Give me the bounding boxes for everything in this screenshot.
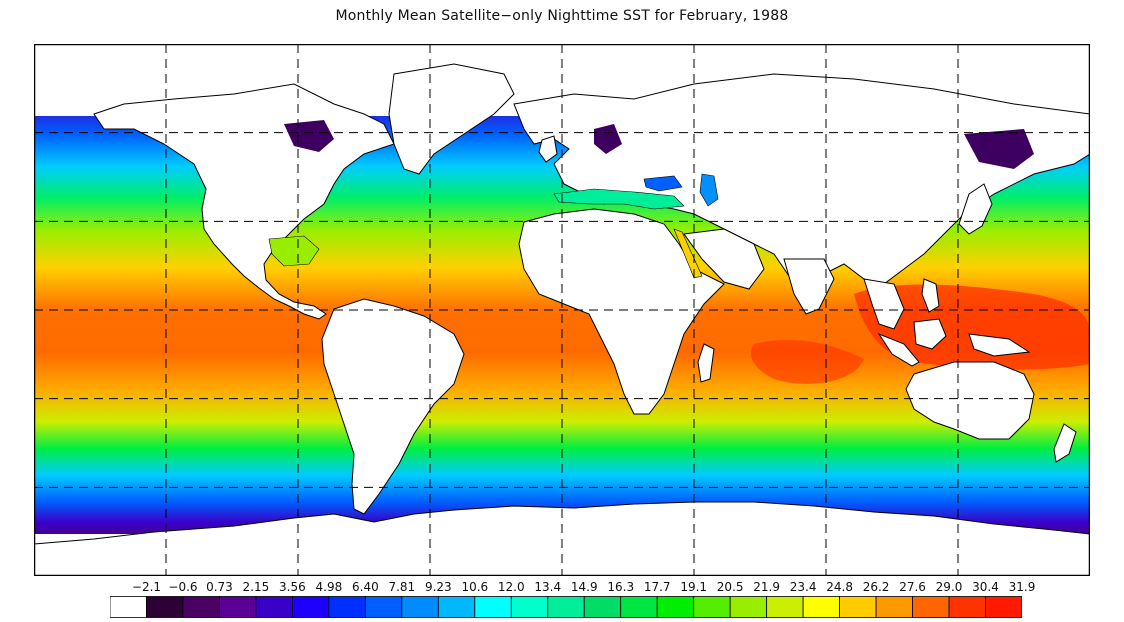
legend-label: 30.4 (972, 580, 999, 594)
sumatra-land (877, 332, 920, 367)
legend-label: 10.6 (461, 580, 489, 594)
legend-swatch (656, 596, 695, 618)
okhotsk-sea (964, 129, 1034, 169)
legend-label: 7.81 (388, 580, 416, 594)
legend-label: 16.3 (607, 580, 635, 594)
legend-label: 21.9 (753, 580, 780, 594)
legend-swatch (839, 596, 877, 618)
legend-label: 9.23 (424, 580, 452, 594)
legend-label: 27.6 (899, 580, 926, 594)
philippines-land (921, 278, 940, 313)
legend-swatch (510, 596, 549, 618)
legend-swatch (328, 596, 366, 618)
madagascar-land (697, 343, 715, 383)
caspian-sea (699, 173, 719, 207)
gulf-of-mexico (268, 235, 320, 267)
red-sea (673, 228, 703, 279)
legend-label: 20.5 (716, 580, 744, 594)
greenland-land (388, 63, 515, 175)
legend-swatch (912, 596, 950, 618)
legend-label: 0.73 (206, 580, 233, 594)
legend-swatch (146, 596, 184, 618)
legend-swatch (875, 596, 913, 618)
legend-label: −0.6 (168, 580, 198, 594)
map-border (34, 44, 1090, 576)
legend-labels: −2.1 −0.6 0.73 2.15 3.56 4.98 6.40 7.81 9.23 10.6… (92, 580, 1035, 596)
legend-label: 4.98 (315, 580, 343, 594)
inland-seas (268, 173, 719, 279)
legend-label: 13.4 (534, 580, 562, 594)
legend-swatch (291, 596, 330, 618)
legend-label: 19.1 (680, 580, 708, 594)
legend-label: 12.0 (497, 580, 525, 594)
graticule (34, 44, 1090, 576)
borneo-land (913, 318, 947, 350)
baltic-sea (594, 124, 622, 154)
legend-swatch (110, 596, 147, 618)
mediterranean-sea (553, 188, 685, 210)
cold-seas (284, 120, 1034, 169)
map-title: Monthly Mean Satellite−only Nighttime SS… (335, 8, 789, 24)
legend-swatch (364, 596, 403, 618)
legend-swatch (802, 596, 840, 618)
legend-swatch (583, 596, 622, 618)
legend-swatch (766, 596, 804, 618)
legend-swatch (620, 596, 658, 618)
legend-label: 14.9 (570, 580, 598, 594)
legend-label: 26.2 (862, 580, 890, 594)
arabia-land (683, 228, 765, 290)
legend-label: 2.15 (242, 580, 270, 594)
africa-land (518, 208, 725, 415)
legend-swatch (948, 596, 986, 618)
legend-label: 3.56 (279, 580, 306, 594)
warm-pool-indian (750, 339, 864, 384)
uk-land (538, 135, 558, 163)
legend-label: 6.40 (352, 580, 379, 594)
legend-label: 17.7 (643, 580, 671, 594)
legend-swatch (693, 596, 731, 618)
legend-swatch (182, 596, 220, 618)
legend-swatch (985, 596, 1022, 618)
hudson-bay-sea (284, 120, 334, 152)
legend-label: 29.0 (935, 580, 963, 594)
legend-swatch (729, 596, 768, 618)
sst-map-canvas (34, 44, 1090, 576)
legend-swatch (474, 596, 512, 618)
europe-asia-land (513, 73, 1090, 285)
black-sea (643, 175, 683, 192)
sst-map (34, 44, 1090, 576)
new-guinea-land (968, 333, 1031, 357)
legend-label: 23.4 (789, 580, 817, 594)
australia-land (905, 361, 1035, 440)
india-land (783, 258, 835, 315)
legend-label: 24.8 (826, 580, 853, 594)
legend-swatch (255, 596, 293, 618)
legend-swatch (401, 596, 439, 618)
warm-pool-west-pacific (854, 284, 1090, 370)
legend-label: −2.1 (131, 580, 162, 594)
color-legend-bar (110, 596, 1022, 618)
legend-swatch (547, 596, 585, 618)
color-legend (110, 596, 1022, 618)
new-zealand-land (1053, 423, 1077, 463)
legend-label: 31.9 (1008, 580, 1036, 594)
legend-swatch (437, 596, 476, 618)
southeast-asia-land (863, 278, 905, 330)
legend-swatch (219, 596, 257, 618)
